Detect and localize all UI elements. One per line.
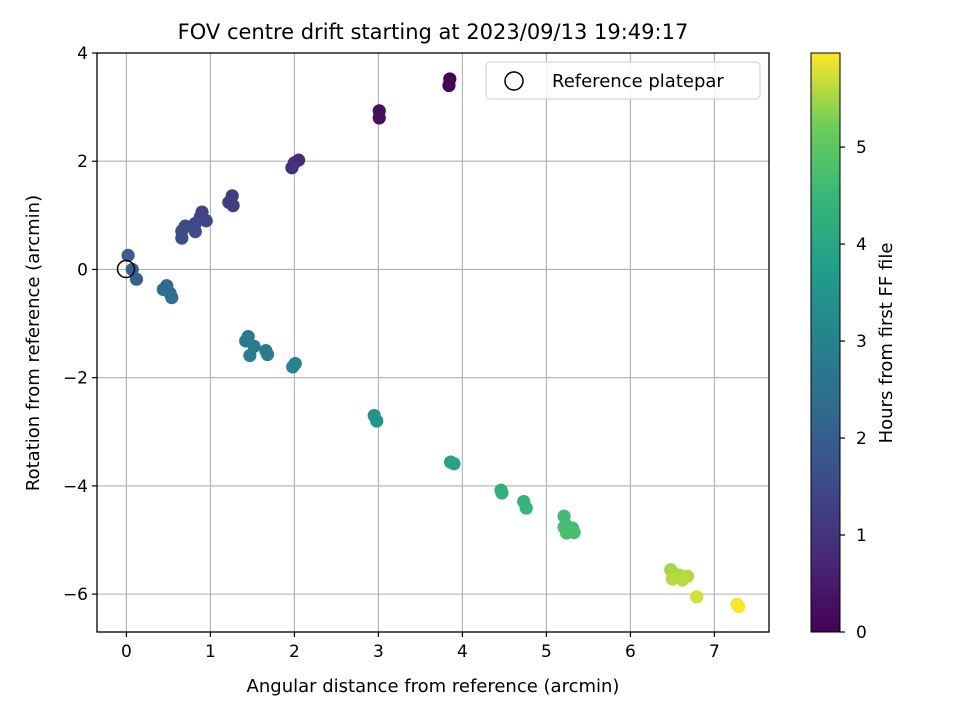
x-tick-label: 2 [289, 642, 300, 662]
data-point [519, 501, 533, 515]
colorbar-tick-label: 4 [856, 235, 867, 255]
data-point [372, 111, 386, 125]
y-tick-label: −4 [63, 477, 88, 497]
data-point [732, 599, 746, 614]
data-points [121, 72, 746, 614]
legend-frame [485, 61, 761, 100]
y-axis-ticks: −6 −4 −2 0 2 4 [63, 44, 97, 605]
data-point [188, 224, 202, 239]
data-point [675, 573, 690, 587]
data-point [370, 414, 384, 428]
plot-area-frame [96, 52, 770, 633]
x-axis-label: Angular distance from reference (arcmin) [247, 676, 620, 697]
x-tick-label: 0 [121, 642, 132, 662]
y-tick-label: 2 [77, 152, 88, 172]
colorbar-label: Hours from first FF file [876, 243, 897, 444]
y-tick-label: 4 [77, 44, 88, 64]
data-point [175, 231, 189, 245]
colorbar-gradient [810, 52, 841, 633]
grid-lines [97, 52, 769, 632]
y-tick-label: −6 [63, 585, 88, 605]
x-tick-label: 5 [541, 642, 552, 662]
data-point [286, 360, 300, 374]
data-point [665, 572, 680, 586]
x-tick-label: 6 [625, 642, 636, 662]
legend-entry-reference-platepar: Reference platepar [552, 71, 724, 92]
legend: Reference platepar [485, 61, 761, 100]
data-point [442, 78, 456, 93]
data-point [226, 198, 240, 213]
y-tick-label: −2 [63, 369, 88, 389]
x-axis-ticks: 0 1 2 3 4 5 6 7 [121, 632, 720, 662]
x-tick-label: 3 [373, 642, 384, 662]
data-point [559, 526, 574, 540]
legend-reference-marker [504, 71, 524, 91]
colorbar-tick-label: 5 [856, 138, 867, 158]
x-tick-label: 1 [205, 642, 216, 662]
colorbar: 0 1 2 3 4 5 Hours from first FF file [810, 52, 897, 643]
x-tick-label: 4 [457, 642, 468, 662]
data-point [129, 272, 144, 286]
data-point [121, 248, 135, 262]
x-tick-label: 7 [709, 642, 720, 662]
data-point [285, 161, 299, 175]
reference-platepar-marker [116, 259, 136, 279]
colorbar-tick-label: 0 [856, 623, 867, 643]
data-point [165, 290, 179, 305]
data-point [243, 348, 257, 363]
colorbar-ticks: 0 1 2 3 4 5 [840, 138, 867, 643]
data-point [690, 590, 704, 604]
y-axis-label: Rotation from reference (arcmin) [23, 195, 44, 491]
data-point [260, 347, 275, 362]
data-point [447, 457, 461, 471]
data-point [199, 214, 213, 228]
chart-title: FOV centre drift starting at 2023/09/13 … [178, 20, 689, 44]
colorbar-tick-label: 3 [856, 332, 867, 352]
colorbar-tick-label: 1 [856, 526, 867, 546]
colorbar-tick-label: 2 [856, 429, 867, 449]
data-point [495, 486, 509, 500]
y-tick-label: 0 [77, 260, 88, 280]
